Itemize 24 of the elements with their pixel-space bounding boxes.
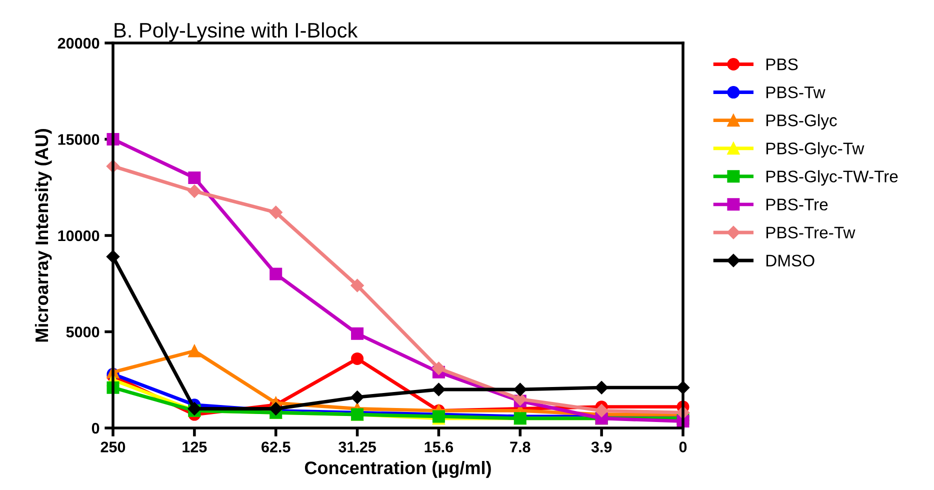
- legend-label: PBS-Glyc-TW-Tre: [766, 170, 898, 186]
- legend-label: PBS: [766, 58, 798, 70]
- legend-label: PBS-Tre-Tw: [766, 226, 856, 238]
- chart-title: B. Poly-Lysine with I-Block: [114, 22, 358, 42]
- x-tick-label: 125: [182, 442, 207, 452]
- x-tick-label: 31.25: [338, 442, 376, 452]
- y-tick-label: 20000: [58, 38, 100, 49]
- legend-label: PBS-Glyc: [766, 114, 837, 130]
- x-tick-label: 7.8: [510, 442, 530, 452]
- y-tick-label: 5000: [66, 326, 100, 338]
- legend-label: DMSO: [766, 254, 814, 266]
- x-tick-label: 250: [100, 442, 126, 452]
- y-tick-label: 0: [92, 422, 100, 434]
- x-tick-label: 3.9: [591, 442, 612, 452]
- y-axis-title: Microarray Intensity (AU): [34, 129, 52, 342]
- y-tick-label: 15000: [58, 134, 100, 145]
- x-tick-label: 0: [679, 442, 687, 452]
- x-tick-label: 62.5: [262, 442, 290, 452]
- y-tick-label: 10000: [58, 230, 100, 242]
- x-axis-title: Concentration (μg/ml): [304, 460, 491, 478]
- legend-label: PBS-Tw: [766, 86, 826, 98]
- legend-label: PBS-Glyc-Tw: [766, 142, 864, 158]
- legend-label: PBS-Tre: [766, 198, 828, 210]
- x-tick-label: 15.6: [424, 442, 454, 452]
